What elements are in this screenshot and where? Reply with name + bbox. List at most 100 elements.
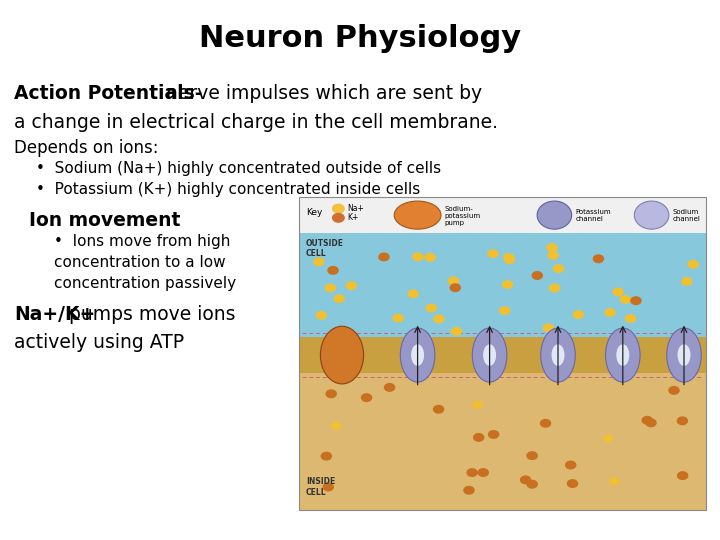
Circle shape xyxy=(500,307,510,314)
Circle shape xyxy=(488,250,498,258)
Circle shape xyxy=(682,278,692,285)
Bar xyxy=(299,197,706,510)
Text: channel: channel xyxy=(575,217,603,222)
Circle shape xyxy=(567,480,577,487)
Text: concentration passively: concentration passively xyxy=(54,276,236,292)
Text: nerve impulses which are sent by: nerve impulses which are sent by xyxy=(160,84,482,103)
Circle shape xyxy=(626,315,636,322)
Circle shape xyxy=(467,469,477,476)
Text: Na+: Na+ xyxy=(347,204,364,213)
Circle shape xyxy=(346,282,356,289)
Text: •  Ions move from high: • Ions move from high xyxy=(54,234,230,249)
Circle shape xyxy=(333,213,344,222)
Circle shape xyxy=(527,481,537,488)
Circle shape xyxy=(321,453,331,460)
Text: OUTSIDE
CELL: OUTSIDE CELL xyxy=(306,239,344,258)
Circle shape xyxy=(334,295,344,302)
Circle shape xyxy=(434,315,444,323)
Circle shape xyxy=(554,265,564,272)
Ellipse shape xyxy=(552,345,564,366)
Ellipse shape xyxy=(606,328,640,382)
Ellipse shape xyxy=(400,328,435,382)
Circle shape xyxy=(621,295,631,303)
Ellipse shape xyxy=(616,345,629,366)
Circle shape xyxy=(384,383,395,391)
Circle shape xyxy=(333,204,344,213)
Circle shape xyxy=(642,416,652,424)
Ellipse shape xyxy=(472,328,507,382)
Circle shape xyxy=(527,452,537,460)
Text: potassium: potassium xyxy=(444,213,481,219)
Circle shape xyxy=(433,406,444,413)
Circle shape xyxy=(544,324,554,332)
Ellipse shape xyxy=(667,328,701,382)
Circle shape xyxy=(489,431,499,438)
Text: Depends on ions:: Depends on ions: xyxy=(14,139,159,157)
Circle shape xyxy=(678,472,688,480)
Circle shape xyxy=(328,267,338,274)
Circle shape xyxy=(314,258,324,266)
Circle shape xyxy=(323,483,333,491)
Ellipse shape xyxy=(483,345,496,366)
Text: concentration to a low: concentration to a low xyxy=(54,255,225,271)
Circle shape xyxy=(593,255,603,262)
Circle shape xyxy=(361,394,372,401)
Bar xyxy=(299,233,706,337)
Circle shape xyxy=(393,314,403,322)
Circle shape xyxy=(547,244,557,251)
Circle shape xyxy=(474,434,484,441)
Circle shape xyxy=(332,423,341,429)
Circle shape xyxy=(379,253,389,261)
Text: Neuron Physiology: Neuron Physiology xyxy=(199,24,521,53)
Text: a change in electrical charge in the cell membrane.: a change in electrical charge in the cel… xyxy=(14,113,498,132)
Ellipse shape xyxy=(634,201,669,229)
Circle shape xyxy=(613,288,623,295)
Text: actively using ATP: actively using ATP xyxy=(14,333,184,352)
Circle shape xyxy=(426,254,436,261)
Bar xyxy=(299,197,706,233)
Circle shape xyxy=(631,297,641,305)
Ellipse shape xyxy=(320,326,364,384)
Circle shape xyxy=(688,260,698,268)
Text: Potassium: Potassium xyxy=(575,209,611,215)
Circle shape xyxy=(451,328,462,335)
Text: •  Sodium (Na+) highly concentrated outside of cells: • Sodium (Na+) highly concentrated outsi… xyxy=(36,161,441,176)
Circle shape xyxy=(413,253,423,261)
Circle shape xyxy=(408,290,418,298)
Circle shape xyxy=(669,387,679,394)
Circle shape xyxy=(473,402,482,408)
Ellipse shape xyxy=(678,345,690,366)
Circle shape xyxy=(316,312,326,319)
Text: Ion movement: Ion movement xyxy=(29,211,180,229)
Bar xyxy=(299,373,706,510)
Circle shape xyxy=(541,420,551,427)
Circle shape xyxy=(426,304,436,312)
Circle shape xyxy=(521,476,531,484)
Circle shape xyxy=(604,436,613,442)
Circle shape xyxy=(566,461,576,469)
Circle shape xyxy=(449,277,459,285)
Circle shape xyxy=(325,284,336,292)
Text: Key: Key xyxy=(306,208,323,217)
Circle shape xyxy=(548,252,558,259)
Text: Action Potentials-: Action Potentials- xyxy=(14,84,203,103)
Circle shape xyxy=(326,390,336,397)
Circle shape xyxy=(504,254,514,261)
Bar xyxy=(299,337,706,373)
Text: INSIDE
CELL: INSIDE CELL xyxy=(306,477,336,497)
Circle shape xyxy=(505,256,515,264)
Circle shape xyxy=(478,469,488,476)
Ellipse shape xyxy=(411,345,424,366)
Text: •  Potassium (K+) highly concentrated inside cells: • Potassium (K+) highly concentrated ins… xyxy=(36,182,420,197)
Circle shape xyxy=(573,311,583,319)
Text: K+: K+ xyxy=(347,213,359,222)
Text: channel: channel xyxy=(672,217,701,222)
Circle shape xyxy=(450,284,460,292)
Circle shape xyxy=(532,272,542,279)
Text: pump: pump xyxy=(444,220,464,226)
Circle shape xyxy=(646,419,656,427)
Circle shape xyxy=(549,284,559,292)
Circle shape xyxy=(610,478,618,484)
Ellipse shape xyxy=(537,201,572,229)
Circle shape xyxy=(678,417,688,424)
